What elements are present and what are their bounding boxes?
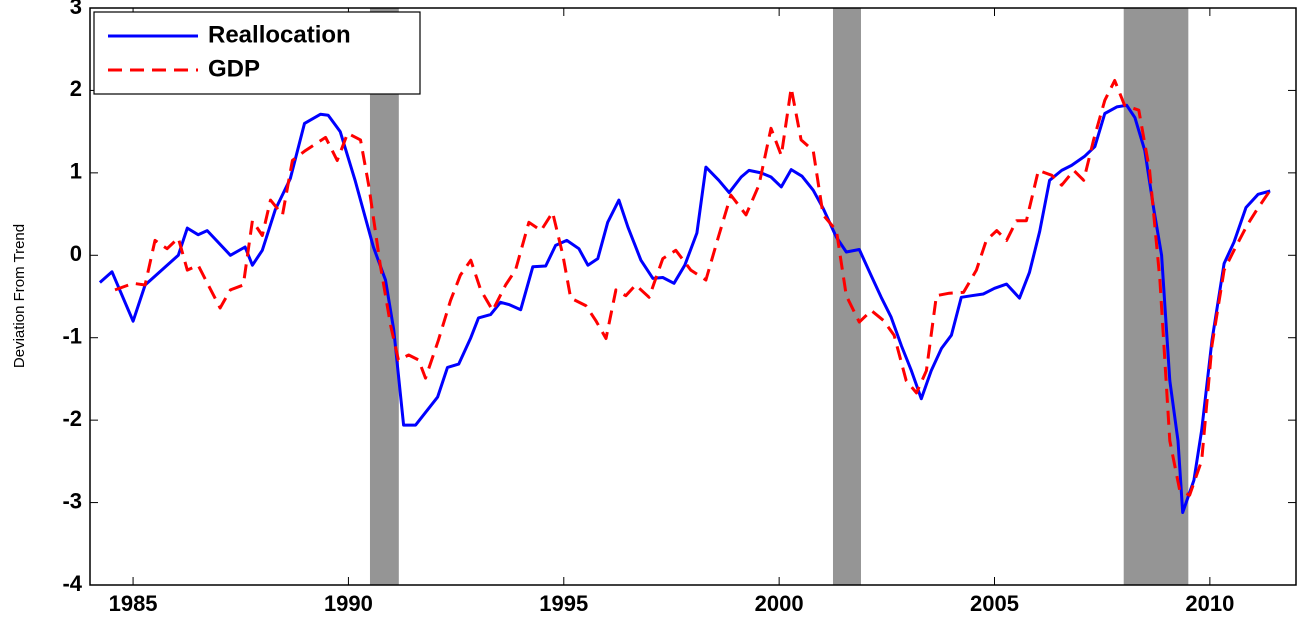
shaded-period bbox=[832, 8, 861, 585]
y-tick-label: -3 bbox=[62, 488, 82, 513]
x-tick-label: 2005 bbox=[970, 591, 1019, 616]
x-tick-label: 2010 bbox=[1185, 591, 1234, 616]
x-tick-label: 1985 bbox=[109, 591, 158, 616]
y-tick-label: -4 bbox=[62, 571, 82, 596]
legend-box bbox=[93, 11, 421, 95]
x-tick-label: 1995 bbox=[539, 591, 588, 616]
legend-label: GDP bbox=[208, 55, 260, 82]
shaded-period bbox=[369, 8, 399, 585]
series-line bbox=[98, 103, 1271, 514]
y-axis-label: Deviation From Trend bbox=[11, 224, 28, 368]
x-tick-label: 1990 bbox=[324, 591, 373, 616]
legend-label: Reallocation bbox=[208, 21, 351, 48]
y-tick-label: 2 bbox=[70, 76, 82, 101]
y-tick-label: -1 bbox=[62, 324, 82, 349]
y-tick-label: 0 bbox=[70, 241, 82, 266]
y-tick-label: -2 bbox=[62, 406, 82, 431]
legend: Reallocation GDP bbox=[93, 11, 421, 95]
shaded-period bbox=[1123, 8, 1189, 585]
y-tick-label: 1 bbox=[70, 159, 82, 184]
y-tick-label: 3 bbox=[70, 0, 82, 19]
series-line bbox=[114, 79, 1272, 497]
plot-frame bbox=[89, 7, 1297, 586]
x-tick-label: 2000 bbox=[755, 591, 804, 616]
